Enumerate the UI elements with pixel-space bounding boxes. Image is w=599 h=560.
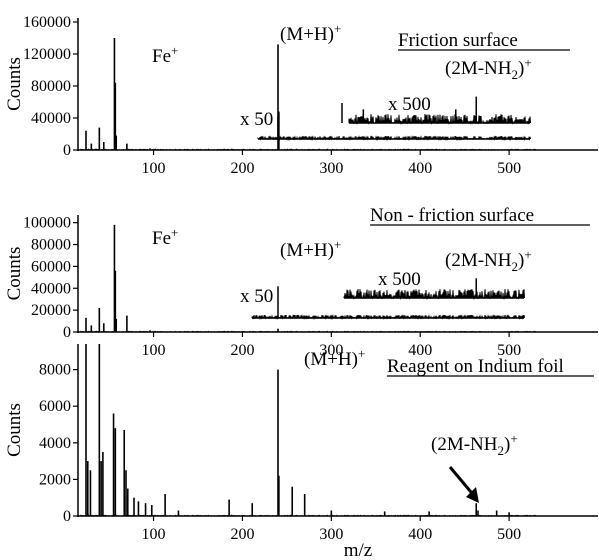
dimer-ion-label: (2M-NH2)+ <box>431 431 518 458</box>
y-tick-label: 40000 <box>31 280 71 297</box>
magnification-x500-label: x 500 <box>378 269 421 290</box>
spectrum-baseline <box>80 514 537 517</box>
magnification-x50-label: x 50 <box>240 286 273 307</box>
y-tick-label: 6000 <box>39 398 71 415</box>
y-tick-label: 80000 <box>31 237 71 254</box>
panel-non-friction-surface: 0 20000 40000 60000 80000 100000 100 200 300 400 5… <box>4 205 598 359</box>
x-tick-label: 200 <box>230 160 254 177</box>
y-tick-label: 120000 <box>23 46 71 63</box>
x-tick-label: 400 <box>408 342 432 359</box>
spectrum-baseline <box>80 148 537 151</box>
inset-x500-trace <box>343 288 525 300</box>
y-axis-label: Counts <box>4 57 25 111</box>
y-tick-label: 8000 <box>39 362 71 379</box>
molecular-ion-label: (M+H)+ <box>280 237 341 261</box>
x-tick-label: 300 <box>319 342 343 359</box>
y-tick-label: 40000 <box>31 110 71 127</box>
y-tick-label: 20000 <box>31 302 71 319</box>
magnification-x50-label: x 50 <box>240 109 273 130</box>
x-tick-label: 100 <box>142 526 166 543</box>
y-tick-label: 60000 <box>31 258 71 275</box>
x-tick-label: 100 <box>142 342 166 359</box>
x-tick-label: 100 <box>142 160 166 177</box>
y-tick-label: 160000 <box>23 14 71 31</box>
y-tick-label: 4000 <box>39 435 71 452</box>
panel-reagent-indium-foil: 0 2000 4000 6000 8000 100 200 300 400 500 Counts (M… <box>4 344 598 560</box>
x-tick-label: 500 <box>497 160 521 177</box>
x-tick-label: 300 <box>319 160 343 177</box>
inset-x500-trace <box>348 113 531 125</box>
panel-friction-surface: 0 40000 80000 120000 160000 100 200 300 400 500 Co… <box>4 14 598 177</box>
x-tick-label: 200 <box>230 526 254 543</box>
x-tick-label: 300 <box>319 526 343 543</box>
panel-title: Non - friction surface <box>370 205 534 226</box>
y-tick-label: 0 <box>63 324 71 341</box>
panel-title: Reagent on Indium foil <box>387 356 564 377</box>
arrow-head <box>466 487 479 503</box>
inset-x50-trace <box>251 314 525 320</box>
x-tick-label: 500 <box>497 342 521 359</box>
magnification-x500-label: x 500 <box>388 94 431 115</box>
dimer-ion-label: (2M-NH2)+ <box>445 247 532 274</box>
x-tick-label: 400 <box>408 526 432 543</box>
y-axis-label: Counts <box>4 403 25 457</box>
y-tick-label: 2000 <box>39 471 71 488</box>
molecular-ion-label: (M+H)+ <box>280 21 341 45</box>
panel-title: Friction surface <box>398 30 518 51</box>
y-axis-label: Counts <box>4 247 25 301</box>
fe-ion-label: Fe+ <box>152 43 178 67</box>
fe-ion-label: Fe+ <box>152 225 178 249</box>
x-tick-label: 500 <box>497 526 521 543</box>
y-tick-label: 100000 <box>23 215 71 232</box>
spectrum-baseline <box>80 330 537 333</box>
y-tick-label: 0 <box>63 142 71 159</box>
molecular-ion-label: (M+H)+ <box>304 346 365 370</box>
y-tick-label: 0 <box>63 508 71 525</box>
y-tick-label: 80000 <box>31 78 71 95</box>
x-axis-label: m/z <box>344 540 373 560</box>
x-tick-label: 200 <box>230 342 254 359</box>
dimer-ion-label: (2M-NH2)+ <box>445 55 532 82</box>
x-tick-label: 400 <box>408 160 432 177</box>
